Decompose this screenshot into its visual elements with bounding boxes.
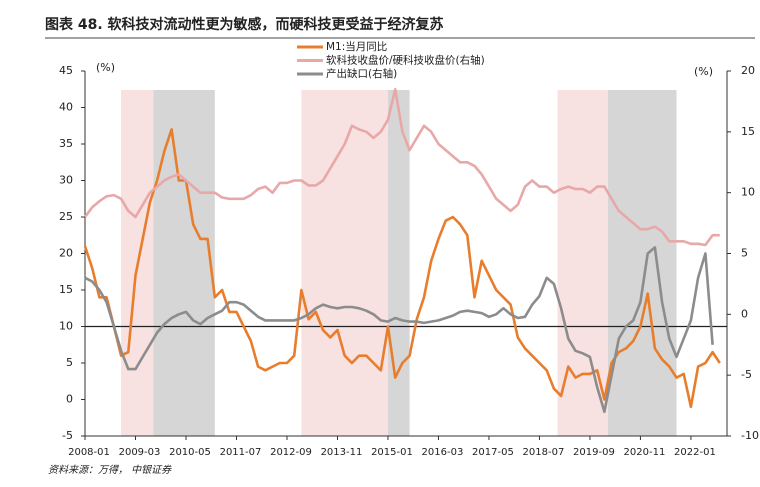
y-tick-label: 30: [59, 174, 73, 187]
x-tick-label: 2009-03: [119, 447, 161, 458]
y-unit: (%): [96, 61, 115, 74]
x-tick-label: 2015-01: [371, 447, 413, 458]
y-tick-label: 45: [59, 64, 73, 77]
x-tick-label: 2018-07: [523, 447, 565, 458]
y-tick-label: 5: [66, 356, 73, 369]
chart-title: 图表 48. 软科技对流动性更为敏感，而硬科技更受益于经济复苏: [45, 16, 444, 33]
y2-tick-label: 0: [741, 307, 748, 320]
series-line: [83, 88, 720, 247]
shaded-period: [301, 90, 388, 436]
y-tick-label: -5: [62, 429, 73, 442]
x-tick-label: 2012-09: [270, 447, 312, 458]
y-tick-label: 25: [59, 210, 73, 223]
x-tick-label: 2011-07: [220, 447, 262, 458]
shaded-period: [607, 90, 677, 436]
y2-tick-label: 15: [741, 125, 755, 138]
shaded-period: [153, 90, 215, 436]
y-tick-label: 35: [59, 137, 73, 150]
y-tick-label: 10: [59, 320, 73, 333]
x-tick-label: 2022-01: [674, 447, 716, 458]
x-tick-label: 2019-09: [573, 447, 615, 458]
x-tick-label: 2020-11: [624, 447, 666, 458]
y-tick-label: 15: [59, 283, 73, 296]
shaded-period: [387, 90, 410, 436]
legend-label: 软科技收盘价/硬科技收盘价(右轴): [326, 54, 485, 67]
y2-unit: (%): [694, 65, 713, 78]
series-line: [84, 246, 714, 413]
legend-label: 产出缺口(右轴): [326, 67, 397, 80]
x-tick-label: 2008-01: [68, 447, 110, 458]
y-tick-label: 20: [59, 247, 73, 260]
x-tick-label: 2013-11: [321, 447, 363, 458]
y-tick-label: 0: [66, 393, 73, 406]
x-tick-label: 2016-03: [422, 447, 464, 458]
y2-tick-label: 5: [741, 247, 748, 260]
y2-tick-label: 20: [741, 64, 755, 77]
y2-tick-label: 10: [741, 186, 755, 199]
x-tick-label: 2010-05: [169, 447, 211, 458]
legend-label: M1:当月同比: [326, 40, 387, 53]
y-tick-label: 40: [59, 101, 73, 114]
y2-tick-label: -10: [741, 429, 759, 442]
x-tick-label: 2017-05: [472, 447, 514, 458]
source-note: 资料来源：万得， 中银证券: [48, 464, 172, 476]
y2-tick-label: -5: [741, 368, 752, 381]
